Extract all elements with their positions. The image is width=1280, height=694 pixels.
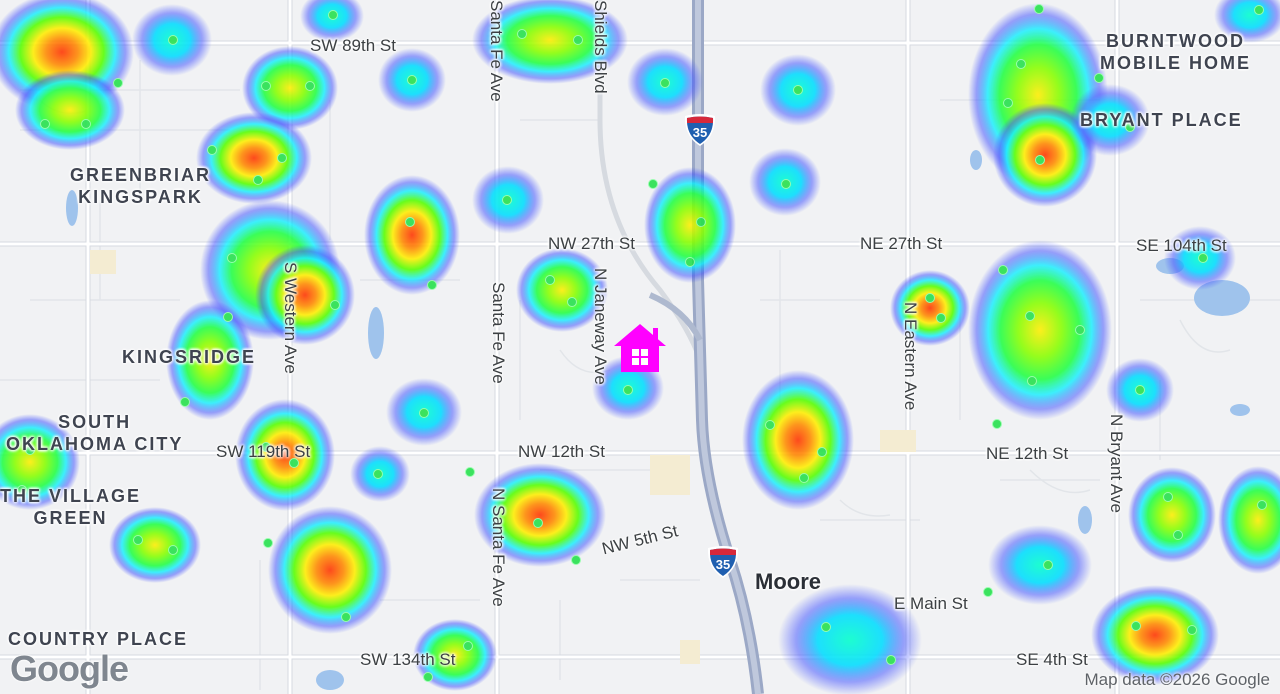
street-label-sw-89th: SW 89th St [310, 36, 396, 55]
street-label-e-main: E Main St [894, 594, 968, 613]
street-label-n-santa-fe: N Santa Fe Ave [489, 488, 508, 607]
neighborhood-burntwood: BURNTWOOD MOBILE HOME [1100, 31, 1251, 73]
street-label-ne-27th: NE 27th St [860, 234, 943, 253]
street-label-sw-119th: SW 119th St [216, 442, 311, 461]
neighborhood-south-okc: SOUTH OKLAHOMA CITY [6, 412, 184, 454]
neighborhood-country-place: COUNTRY PLACE [8, 629, 189, 649]
neighborhood-village-green: THE VILLAGE GREEN [0, 486, 142, 528]
street-label-n-eastern: N Eastern Ave [901, 302, 920, 411]
heat-points [17, 4, 1267, 682]
city-label-moore: Moore [755, 569, 821, 594]
street-label-nw-27th: NW 27th St [548, 234, 635, 253]
map-attribution[interactable]: Map data ©2026 Google [1084, 670, 1271, 689]
interstate-number: 35 [692, 125, 708, 140]
street-label-se-4th: SE 4th St [1016, 650, 1088, 669]
street-label-shields: Shields Blvd [591, 0, 610, 94]
street-label-sw-134th: SW 134th St [360, 650, 456, 669]
interstate-shield-bottom: 35 [705, 544, 741, 580]
home-icon [614, 324, 666, 372]
street-label-se-104th: SE 104th St [1136, 236, 1227, 255]
google-logo: Google [10, 648, 129, 689]
street-label-santa-fe-top: Santa Fe Ave [487, 0, 506, 102]
street-label-santa-fe-mid: Santa Fe Ave [489, 282, 508, 384]
street-label-s-western: S Western Ave [281, 262, 300, 374]
street-label-n-janeway: N Janeway Ave [591, 268, 610, 385]
interstate-shield-icon [707, 546, 739, 578]
interstate-shield-icon [684, 114, 716, 146]
home-marker[interactable] [612, 322, 668, 374]
interstate-shield-top: 35 [682, 112, 718, 148]
neighborhood-bryant-place: BRYANT PLACE [1080, 110, 1243, 130]
interstate-number: 35 [715, 557, 731, 572]
neighborhood-kingsridge: KINGSRIDGE [122, 347, 257, 367]
street-label-ne-12th: NE 12th St [986, 444, 1069, 463]
street-label-nw-12th: NW 12th St [518, 442, 605, 461]
street-label-n-bryant: N Bryant Ave [1107, 414, 1126, 513]
neighborhood-greenbriar: GREENBRIAR KINGSPARK [70, 165, 212, 207]
